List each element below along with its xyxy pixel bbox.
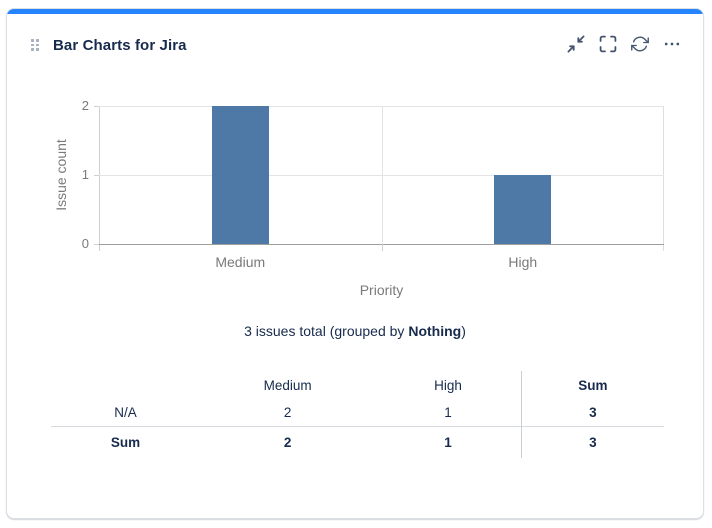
bar-medium[interactable]	[211, 106, 269, 244]
cell-medium: 2	[283, 405, 292, 420]
y-tick-mark	[94, 175, 99, 176]
table-header-high: High	[434, 377, 462, 393]
y-tick-label: 0	[81, 236, 89, 251]
table-header-medium: Medium	[263, 377, 312, 393]
cell-sum: 3	[520, 399, 664, 427]
cell-high: 1	[444, 405, 452, 420]
row-label: Sum	[51, 426, 200, 458]
bar-chart: Priority 0 1 2 Medium High	[82, 98, 664, 298]
more-options-icon[interactable]	[663, 35, 681, 53]
table-header-empty	[51, 371, 200, 399]
x-category-label: Medium	[215, 254, 266, 270]
card-accent-bar	[7, 9, 703, 14]
gadget-title: Bar Charts for Jira	[53, 37, 187, 54]
gadget-toolbar	[567, 35, 681, 53]
cell-high: 1	[375, 426, 522, 458]
row-label: N/A	[114, 405, 137, 420]
summary-suffix: )	[461, 323, 466, 339]
y-tick-mark	[94, 244, 99, 245]
drag-handle-icon[interactable]	[31, 39, 39, 52]
bar-high[interactable]	[494, 175, 552, 244]
y-axis-line	[99, 106, 100, 251]
issues-summary: 3 issues total (grouped by Nothing)	[7, 323, 703, 339]
cell-medium: 2	[199, 426, 376, 458]
table-row: N/A 2 1 3	[51, 399, 664, 427]
x-boundary-tick	[381, 244, 383, 251]
summary-prefix: 3 issues total (grouped by	[244, 323, 409, 339]
y-tick-label: 1	[81, 167, 89, 182]
table-header-row: Medium High Sum	[51, 371, 664, 399]
plot-right-border	[663, 106, 664, 251]
gadget-card: Bar Charts for Jira	[6, 8, 704, 519]
table-row: Sum 2 1 3	[51, 426, 664, 458]
summary-group-by: Nothing	[408, 323, 462, 339]
y-tick-mark	[94, 106, 99, 107]
table-header-sum: Sum	[520, 371, 664, 399]
refresh-icon[interactable]	[631, 35, 649, 53]
stats-table: Medium High Sum N/A 2 1 3 Sum 2 1 3	[51, 371, 664, 458]
y-tick-label: 2	[81, 98, 89, 113]
collapse-icon[interactable]	[567, 35, 585, 53]
category-divider-gridline	[381, 106, 383, 244]
cell-sum: 3	[520, 426, 664, 458]
x-axis-title: Priority	[359, 282, 404, 298]
fullscreen-icon[interactable]	[599, 35, 617, 53]
x-category-label: High	[508, 254, 538, 270]
